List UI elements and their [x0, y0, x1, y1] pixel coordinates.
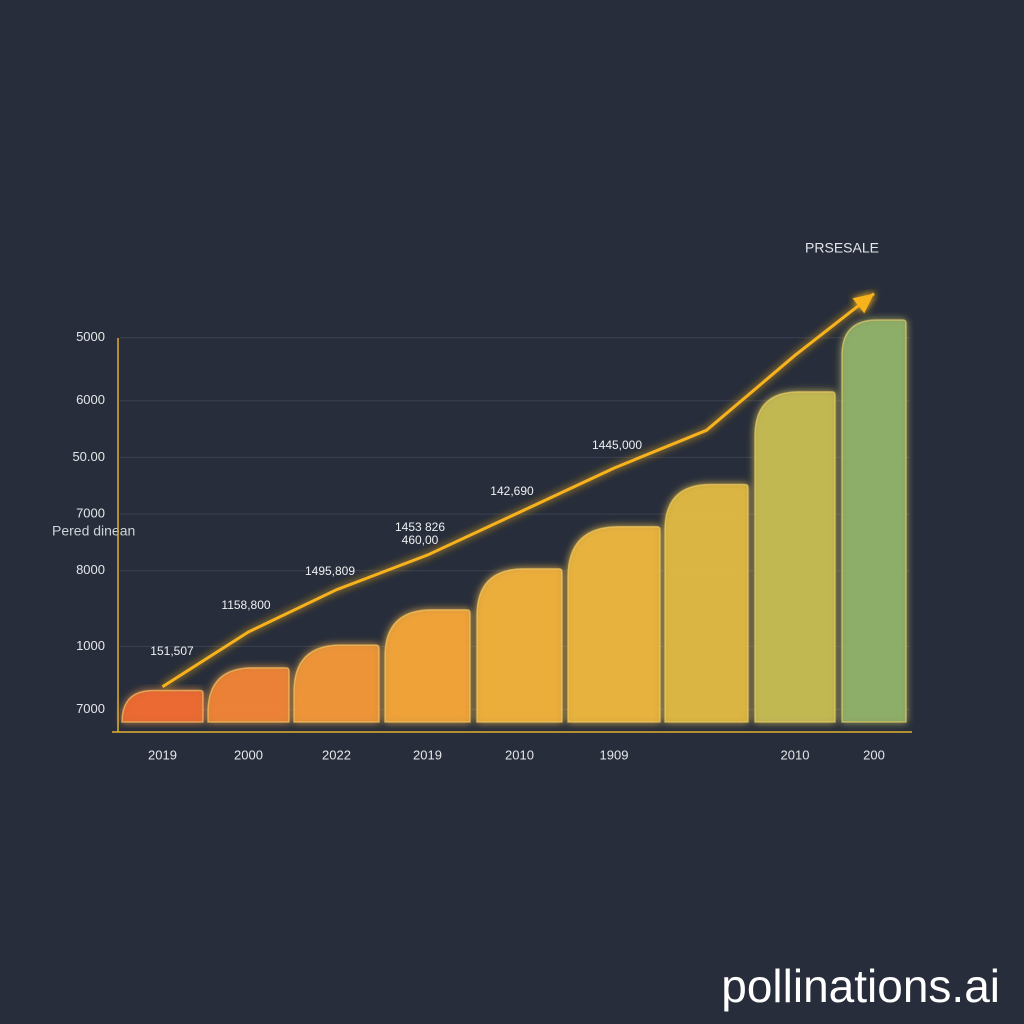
y-tick-label: 7000: [76, 701, 105, 716]
bar: [567, 525, 661, 723]
x-tick-label: 1909: [600, 747, 629, 762]
annotation: 1495,809: [305, 564, 355, 578]
bar: [476, 568, 563, 723]
annotation: 1158,800: [221, 598, 270, 612]
x-tick-label: 2010: [505, 747, 534, 762]
x-tick-label: 2022: [322, 747, 351, 762]
bar: [384, 609, 471, 723]
y-axis-label: Pered dinean: [52, 523, 135, 539]
line: [161, 292, 875, 688]
x-tick-label: 2010: [781, 747, 810, 762]
arrow-head: [852, 293, 874, 314]
x-tick-label: 2019: [413, 747, 442, 762]
bar: [121, 689, 204, 723]
bar: [754, 391, 836, 723]
annotation: 151,507: [150, 644, 194, 658]
bar: [664, 483, 749, 723]
annotation: 142,690: [490, 484, 534, 498]
y-tick-label: 8000: [76, 562, 105, 577]
y-tick-label: 50.00: [72, 449, 105, 464]
bar: [293, 644, 380, 723]
watermark: pollinations.ai: [721, 960, 1000, 1012]
x-tick-label: 2019: [148, 747, 177, 762]
y-tick-label: 1000: [76, 638, 105, 653]
y-tick-label: 6000: [76, 392, 105, 407]
bar: [841, 319, 907, 723]
y-tick-label: 5000: [76, 329, 105, 344]
x-tick-label: 200: [863, 747, 885, 762]
annotation-title: PRSESALE: [805, 240, 879, 256]
bar: [207, 667, 290, 723]
annotation: 460,00: [402, 533, 439, 547]
annotation: 1453 826: [395, 520, 445, 534]
x-tick-label: 2000: [234, 747, 263, 762]
annotation: 1445,000: [592, 438, 642, 452]
y-tick-label: 7000: [76, 506, 105, 521]
